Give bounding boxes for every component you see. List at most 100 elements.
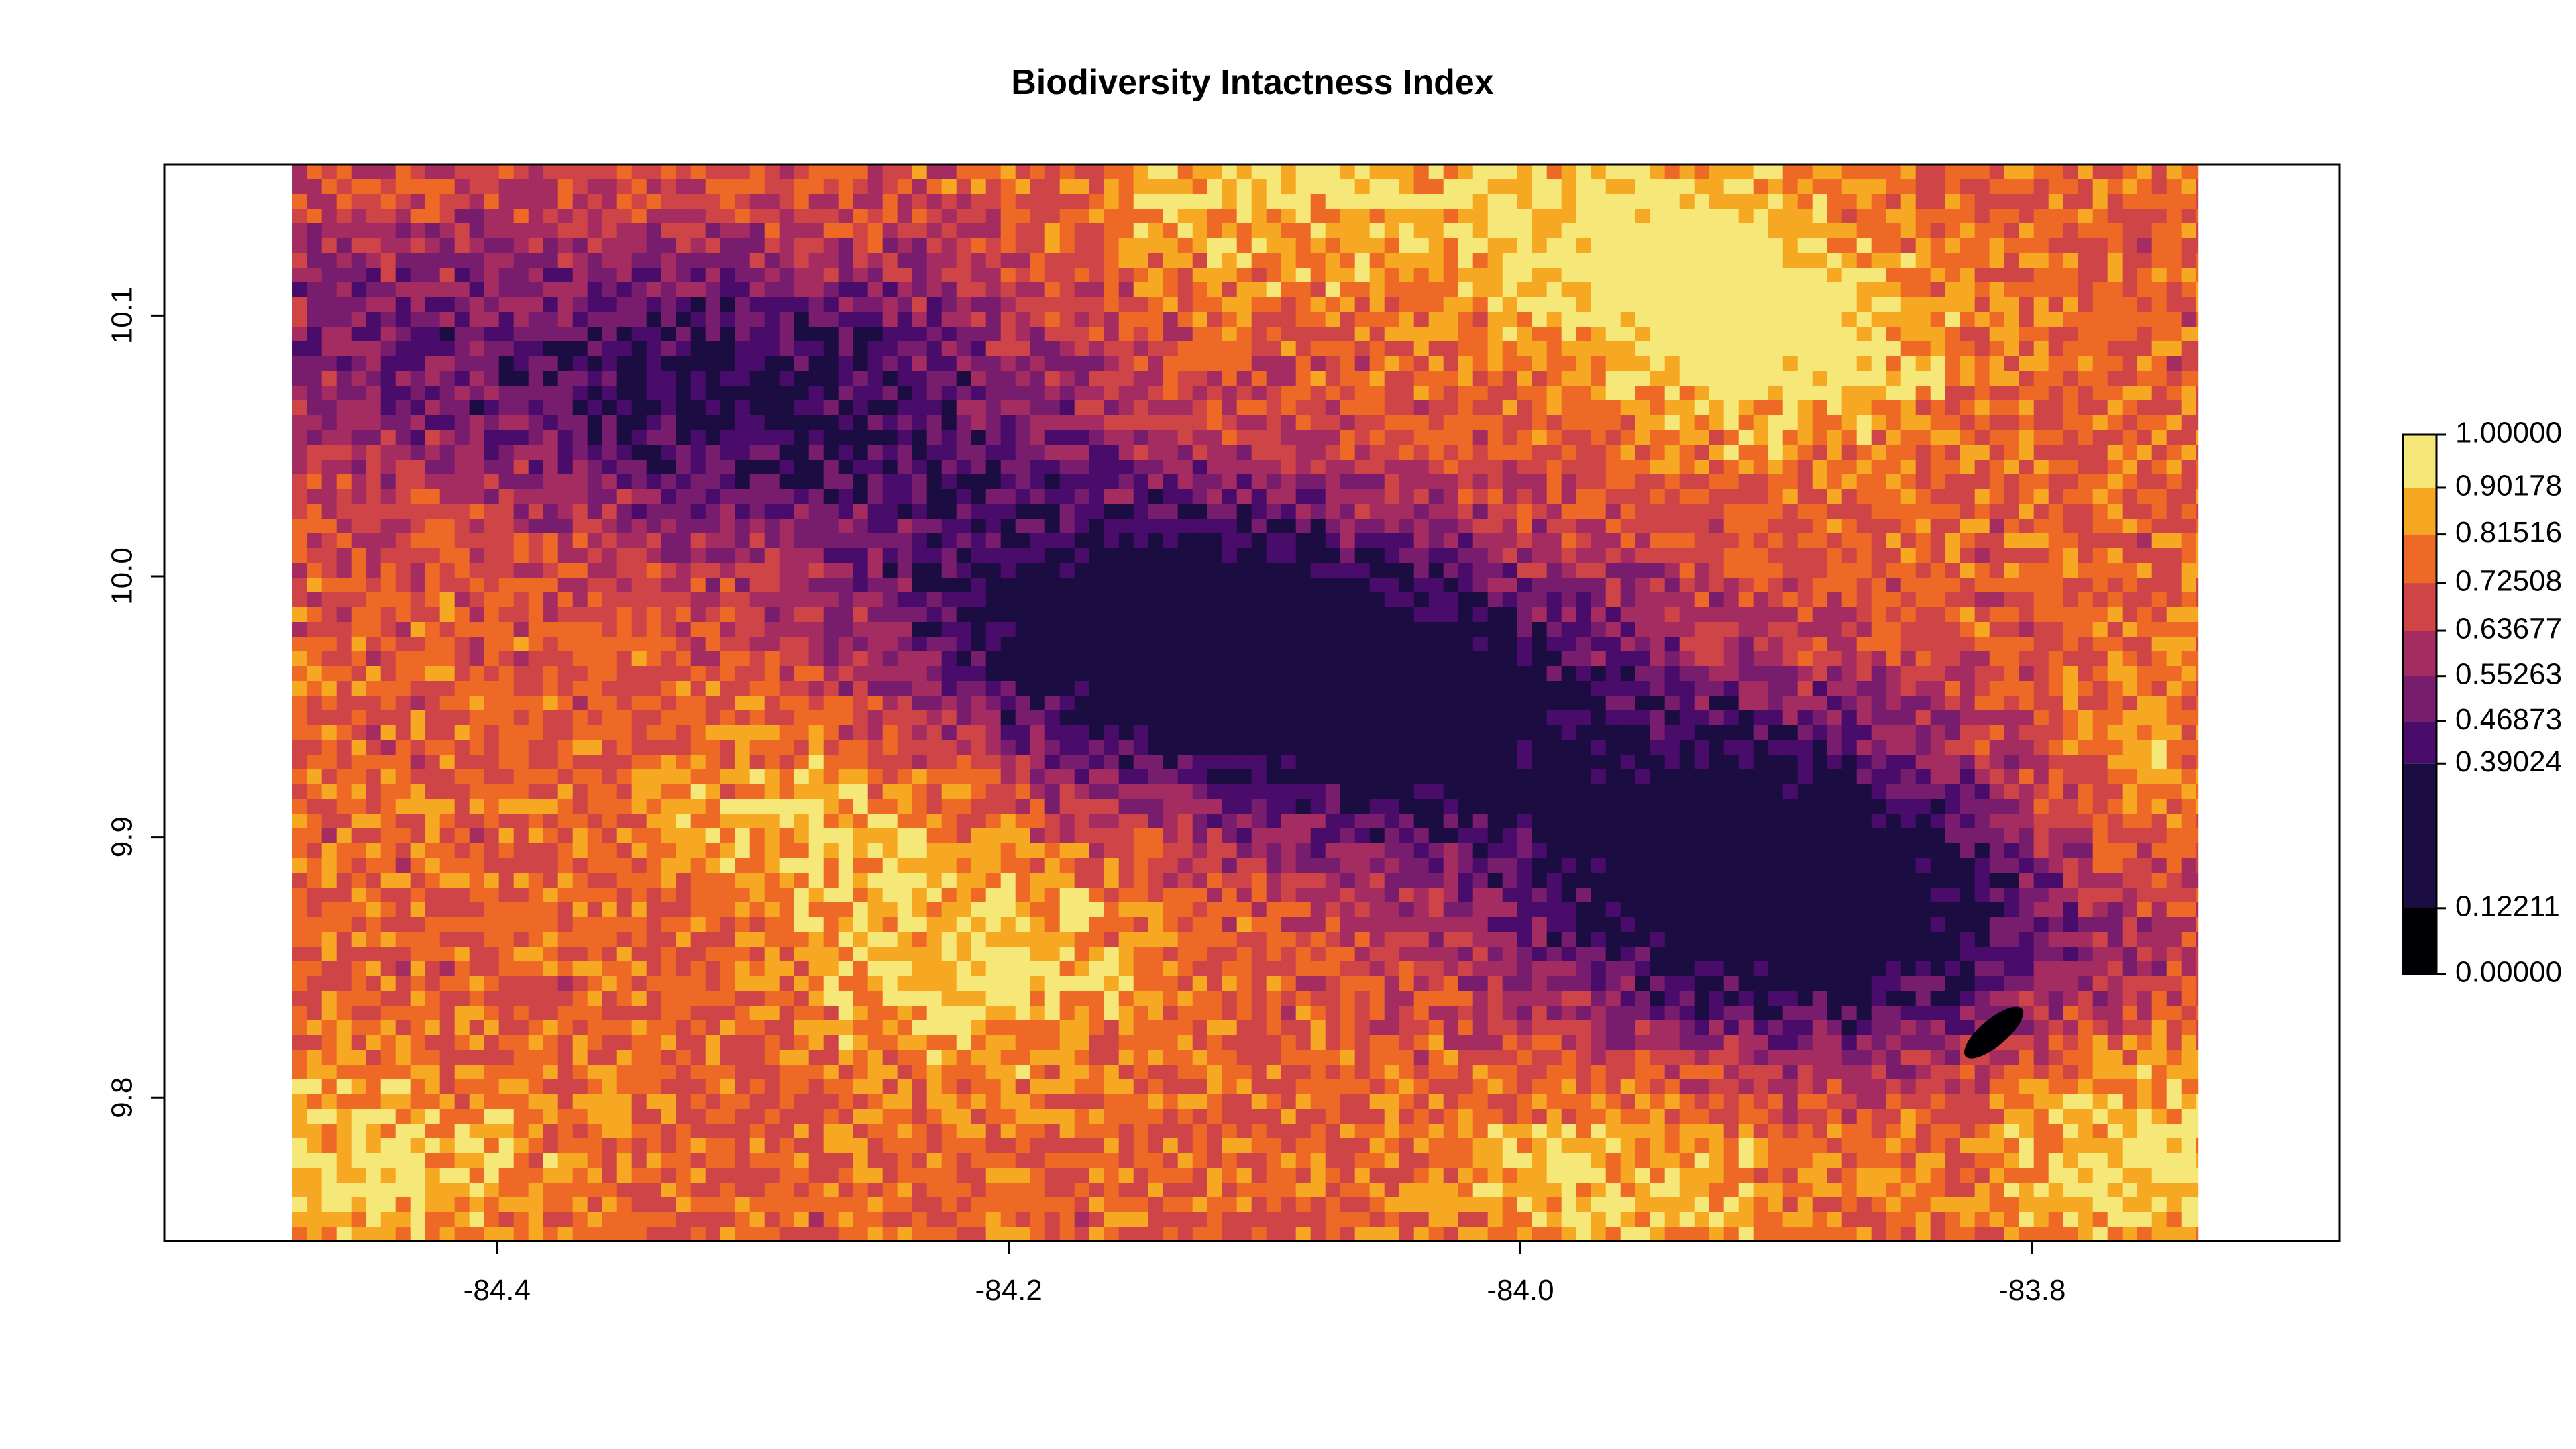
raster-cell: [912, 696, 928, 711]
raster-cell: [720, 504, 736, 519]
raster-cell: [1768, 282, 1784, 298]
raster-cell: [1177, 223, 1193, 239]
raster-cell: [838, 238, 854, 254]
raster-cell: [676, 592, 692, 608]
raster-cell: [1000, 519, 1016, 534]
raster-cell: [380, 474, 396, 490]
raster-cell: [1428, 710, 1444, 726]
raster-cell: [1960, 179, 1976, 195]
raster-cell: [543, 519, 559, 534]
raster-cell: [926, 460, 943, 475]
raster-cell: [1118, 504, 1134, 519]
raster-cell: [380, 386, 396, 401]
raster-cell: [705, 238, 721, 254]
raster-cell: [1989, 164, 2005, 180]
raster-cell: [1413, 578, 1430, 593]
raster-cell: [425, 474, 441, 490]
raster-cell: [1930, 312, 1946, 327]
raster-cell: [2004, 607, 2020, 623]
raster-cell: [1753, 268, 1769, 283]
raster-cell: [1753, 445, 1769, 460]
raster-cell: [1192, 666, 1208, 682]
raster-cell: [1281, 253, 1297, 268]
raster-cell: [749, 651, 765, 667]
raster-cell: [1281, 282, 1297, 298]
raster-cell: [1074, 548, 1090, 564]
raster-cell: [956, 223, 972, 239]
raster-cell: [454, 489, 470, 504]
raster-cell: [1104, 164, 1120, 180]
raster-cell: [2166, 696, 2182, 711]
raster-cell: [484, 415, 500, 431]
raster-cell: [941, 592, 957, 608]
raster-cell: [1738, 651, 1754, 667]
raster-cell: [2078, 415, 2094, 431]
raster-cell: [1517, 592, 1533, 608]
raster-cell: [853, 533, 869, 549]
raster-cell: [1089, 282, 1105, 298]
raster-cell: [1118, 356, 1134, 372]
raster-cell: [1620, 386, 1636, 401]
raster-cell: [1118, 223, 1134, 239]
raster-cell: [705, 563, 721, 578]
raster-cell: [1546, 563, 1562, 578]
raster-cell: [2196, 651, 2199, 667]
raster-cell: [838, 312, 854, 327]
raster-cell: [971, 430, 987, 445]
raster-cell: [2019, 504, 2035, 519]
raster-cell: [1413, 710, 1430, 726]
raster-cell: [1989, 356, 2005, 372]
raster-cell: [380, 164, 396, 180]
raster-cell: [1281, 710, 1297, 726]
raster-cell: [1664, 519, 1680, 534]
raster-cell: [1044, 415, 1061, 431]
raster-cell: [867, 430, 883, 445]
raster-cell: [572, 519, 588, 534]
raster-cell: [1650, 637, 1666, 652]
raster-cell: [1222, 179, 1238, 195]
raster-cell: [1856, 400, 1872, 416]
raster-cell: [764, 563, 780, 578]
raster-cell: [1192, 238, 1208, 254]
raster-cell: [1561, 592, 1577, 608]
raster-cell: [1015, 710, 1031, 726]
raster-cell: [2092, 622, 2108, 637]
raster-cell: [1782, 489, 1799, 504]
raster-cell: [1074, 430, 1090, 445]
raster-cell: [1251, 238, 1267, 254]
raster-cell: [1974, 164, 1990, 180]
raster-cell: [469, 415, 485, 431]
raster-cell: [808, 430, 824, 445]
raster-cell: [366, 164, 382, 180]
raster-cell: [735, 164, 751, 180]
raster-cell: [646, 430, 662, 445]
raster-cell: [1576, 282, 1592, 298]
raster-cell: [749, 519, 765, 534]
raster-cell: [1886, 445, 1902, 460]
raster-cell: [2063, 179, 2079, 195]
raster-cell: [1546, 474, 1562, 490]
raster-cell: [2092, 474, 2108, 490]
raster-cell: [1768, 651, 1784, 667]
raster-cell: [1030, 548, 1046, 564]
raster-cell: [1841, 681, 1858, 696]
raster-cell: [867, 474, 883, 490]
raster-cell: [2092, 327, 2108, 342]
raster-cell: [794, 327, 810, 342]
raster-cell: [2048, 282, 2064, 298]
raster-cell: [646, 681, 662, 696]
raster-cell: [395, 445, 411, 460]
raster-cell: [1886, 297, 1902, 313]
raster-cell: [1325, 268, 1341, 283]
raster-cell: [616, 400, 633, 416]
raster-cell: [616, 179, 633, 195]
raster-cell: [882, 268, 898, 283]
raster-cell: [1266, 519, 1282, 534]
raster-cell: [1561, 622, 1577, 637]
raster-cell: [1974, 710, 1990, 726]
raster-cell: [882, 504, 898, 519]
raster-cell: [336, 696, 352, 711]
raster-cell: [572, 592, 588, 608]
raster-cell: [1532, 474, 1548, 490]
raster-cell: [1384, 253, 1400, 268]
